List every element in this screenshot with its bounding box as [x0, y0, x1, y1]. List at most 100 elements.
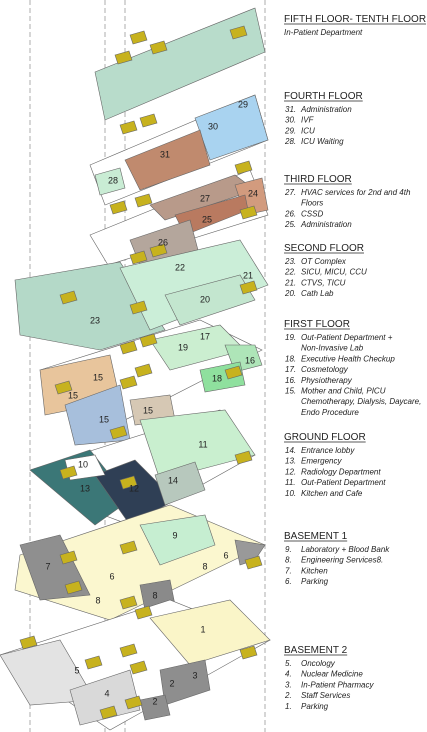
item-number: 31. [285, 105, 296, 114]
core-icon [139, 113, 158, 128]
item-text: Mother and Child, PICU [301, 387, 386, 396]
plan-label: 10 [78, 459, 88, 469]
core-icon [129, 30, 148, 45]
plan-label: 15 [68, 390, 78, 400]
core-icon [19, 635, 38, 650]
core-icon [134, 193, 153, 208]
core-icon [109, 200, 128, 215]
plan-label: 29 [238, 99, 248, 109]
item-number: 9. [285, 545, 292, 554]
legend: FIFTH FLOOR- TENTH FLOOR In-Patient Depar… [284, 14, 427, 711]
core-icon [139, 333, 158, 348]
core-icon [134, 363, 153, 378]
item-number: 20. [284, 289, 296, 298]
item-number: 11. [285, 478, 296, 487]
core-icon [119, 540, 138, 555]
core-icon [239, 205, 258, 220]
floor-title: THIRD FLOOR [284, 174, 352, 185]
plan-label: 13 [80, 483, 90, 493]
plan-label: 6 [223, 550, 228, 560]
item-number: 1. [285, 702, 292, 711]
core-icon [119, 340, 138, 355]
item-text: Physiotherapy [301, 376, 353, 385]
item-number: 8. [285, 556, 292, 565]
core-icon [244, 555, 263, 570]
plan-label: 3 [192, 670, 197, 680]
item-number: 28. [284, 137, 296, 146]
item-text: Parking [301, 702, 329, 711]
item-number: 19. [285, 333, 296, 342]
plan-label: 14 [168, 475, 178, 485]
plan-label: 9 [172, 530, 177, 540]
core-icon [59, 290, 78, 305]
plan-label: 7 [45, 561, 50, 571]
core-icon [119, 643, 138, 658]
core-icon [119, 375, 138, 390]
item-text: Out-Patient Department + [301, 333, 393, 342]
item-number: 26. [284, 209, 296, 218]
item-number: 7. [285, 566, 292, 575]
core-icon [119, 120, 138, 135]
floor-title: GROUND FLOOR [284, 432, 366, 443]
core-icon [129, 250, 148, 265]
item-text: Administration [300, 105, 352, 114]
item-number: 14. [285, 446, 296, 455]
item-number: 13. [285, 457, 296, 466]
item-number: 21. [284, 278, 296, 287]
item-text: ICU Waiting [301, 137, 344, 146]
item-number: 29. [284, 126, 296, 135]
plan-label: 15 [99, 414, 109, 424]
item-number: 4. [285, 670, 292, 679]
plan-label: 25 [202, 214, 212, 224]
core-icon [119, 475, 138, 490]
item-number: 15. [285, 387, 296, 396]
plan-label: 16 [245, 355, 255, 365]
plan-label: 27 [200, 193, 210, 203]
item-text: SICU, MICU, CCU [301, 268, 367, 277]
plan-label: 17 [200, 331, 210, 341]
item-text: In-Patient Pharmacy [301, 680, 374, 689]
plan-label: 21 [243, 270, 253, 280]
item-text: Engineering Services8. [301, 556, 383, 565]
plan-label: 8 [95, 595, 100, 605]
plan-label: 30 [208, 121, 218, 131]
item-text: Parking [301, 577, 329, 586]
core-icon [84, 655, 103, 670]
item-text: Kitchen [301, 566, 328, 575]
plan-label: 23 [90, 315, 100, 325]
plan-label: 26 [158, 237, 168, 247]
item-number: 22. [284, 268, 296, 277]
item-text: CSSD [301, 209, 323, 218]
core-icon [229, 25, 248, 40]
plan-label: 22 [175, 262, 185, 272]
item-text: Radiology Department [301, 467, 381, 476]
floor-title: SECOND FLOOR [284, 243, 364, 254]
item-text: Executive Health Checkup [301, 354, 395, 363]
core-icon [129, 660, 148, 675]
plan-label: 19 [178, 342, 188, 352]
item-text: IVF [301, 116, 315, 125]
core-icon [239, 280, 258, 295]
item-text: OT Complex [301, 257, 347, 266]
item-text: Emergency [301, 457, 342, 466]
plan-label: 28 [108, 175, 118, 185]
plan-label: 8 [152, 590, 157, 600]
plan-label: 15 [143, 405, 153, 415]
core-icon [109, 425, 128, 440]
plan-label: 5 [74, 665, 79, 675]
item-text: Out-Patient Department [301, 478, 386, 487]
core-icon [114, 50, 133, 65]
item-number: 2. [284, 691, 292, 700]
core-icon [59, 550, 78, 565]
core-icon [54, 380, 73, 395]
plan-label: 2 [152, 696, 157, 706]
core-icon [119, 595, 138, 610]
core-icon [129, 300, 148, 315]
item-number: 10. [285, 489, 296, 498]
item-number: 6. [285, 577, 292, 586]
item-text: Chemotherapy, Dialysis, Daycare, [301, 397, 421, 406]
item-text: Cosmetology [301, 365, 349, 374]
floor-title: FIRST FLOOR [284, 319, 350, 330]
